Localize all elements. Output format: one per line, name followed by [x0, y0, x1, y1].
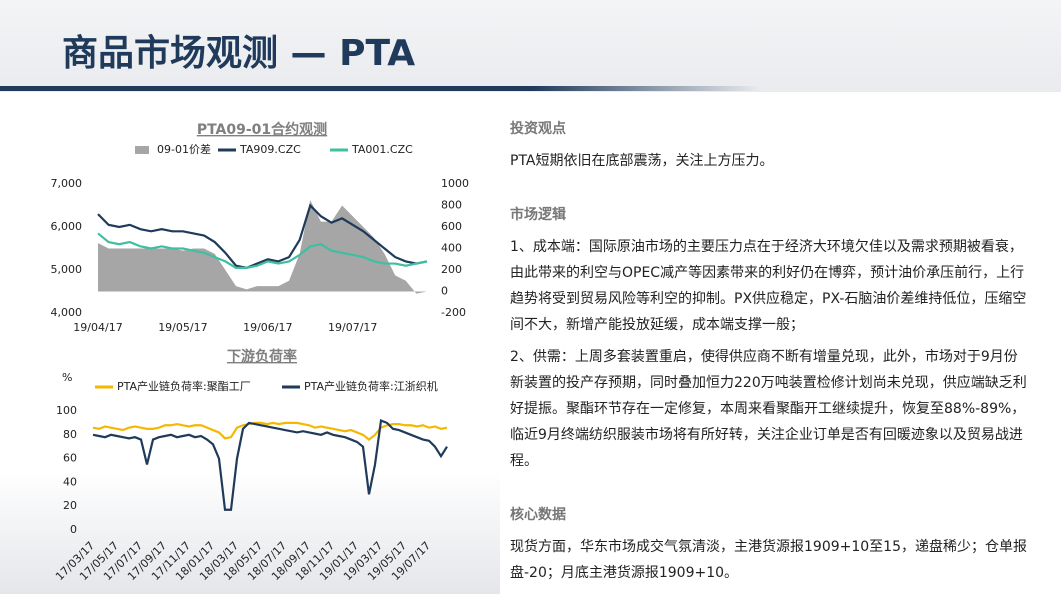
y2-tick-label: 1000: [441, 177, 469, 190]
y2-tick-label: 800: [441, 199, 462, 212]
section-heading: 投资观点: [510, 121, 566, 137]
line: [97, 232, 428, 269]
line: [92, 421, 448, 441]
legend-label: TA909.CZC: [239, 143, 301, 156]
x-tick-label: 19/05/17: [158, 321, 207, 334]
charts: PTA09-01合约观测4,0005,0006,0007,000-2000200…: [51, 121, 470, 583]
section-heading: 市场逻辑: [510, 207, 566, 223]
y2-tick-label: -200: [441, 306, 466, 319]
footer-shade: [0, 470, 500, 594]
y2-tick-label: 400: [441, 242, 462, 255]
line: [92, 418, 448, 511]
legend-label: TA001.CZC: [351, 143, 413, 156]
y-tick-label: 40: [63, 475, 77, 488]
paragraph: 2、供需：上周多套装置重启，使得供应商不断有增量兑现，此外，市场对于9月份新装置…: [510, 349, 1027, 469]
chart-title: 下游负荷率: [227, 348, 297, 365]
legend-label: PTA产业链负荷率:聚酯工厂: [117, 379, 251, 393]
paragraph: 现货方面，华东市场成交气氛清淡，主港货源报1909+10至15，递盘稀少；仓单报…: [510, 539, 1027, 581]
x-tick-label: 19/04/17: [73, 321, 122, 334]
paragraph: 1、成本端：国际原油市场的主要压力点在于经济大环境欠佳以及需求预期被看衰，由此带…: [510, 239, 1027, 333]
y-tick-label: 0: [70, 523, 77, 536]
y-tick-label: 6,000: [51, 220, 83, 233]
y-tick-label: 80: [63, 428, 77, 441]
y-tick-label: 5,000: [51, 263, 83, 276]
y-tick-label: 4,000: [51, 306, 83, 319]
y-axis-label: %: [62, 371, 72, 384]
y2-tick-label: 0: [441, 285, 448, 298]
legend-label: PTA产业链负荷率:江浙织机: [304, 379, 438, 393]
chart-title: PTA09-01合约观测: [197, 121, 327, 138]
area: [98, 200, 427, 294]
y2-tick-label: 600: [441, 220, 462, 233]
y-tick-label: 100: [56, 404, 77, 417]
section: 市场逻辑 1、成本端：国际原油市场的主要压力点在于经济大环境欠佳以及需求预期被看…: [510, 202, 1030, 480]
paragraph: PTA短期依旧在底部震荡，关注上方压力。: [510, 153, 774, 169]
section-heading: 核心数据: [510, 507, 566, 523]
legend-swatch: [135, 146, 149, 154]
header-band: [0, 0, 1061, 92]
x-tick-label: 19/07/17: [328, 321, 377, 334]
y-tick-label: 20: [63, 499, 77, 512]
x-tick-label: 19/06/17: [243, 321, 292, 334]
y-tick-label: 60: [63, 452, 77, 465]
section: 投资观点 PTA短期依旧在底部震荡，关注上方压力。: [510, 116, 1030, 180]
line: [97, 203, 428, 269]
y2-tick-label: 200: [441, 263, 462, 276]
y-tick-label: 7,000: [51, 177, 83, 190]
legend-label: 09-01价差: [157, 142, 211, 156]
section: 核心数据 现货方面，华东市场成交气氛清淡，主港货源报1909+10至15，递盘稀…: [510, 502, 1030, 592]
header-rule: [0, 86, 760, 91]
slide-title: 商品市场观测 — PTA: [62, 33, 416, 74]
